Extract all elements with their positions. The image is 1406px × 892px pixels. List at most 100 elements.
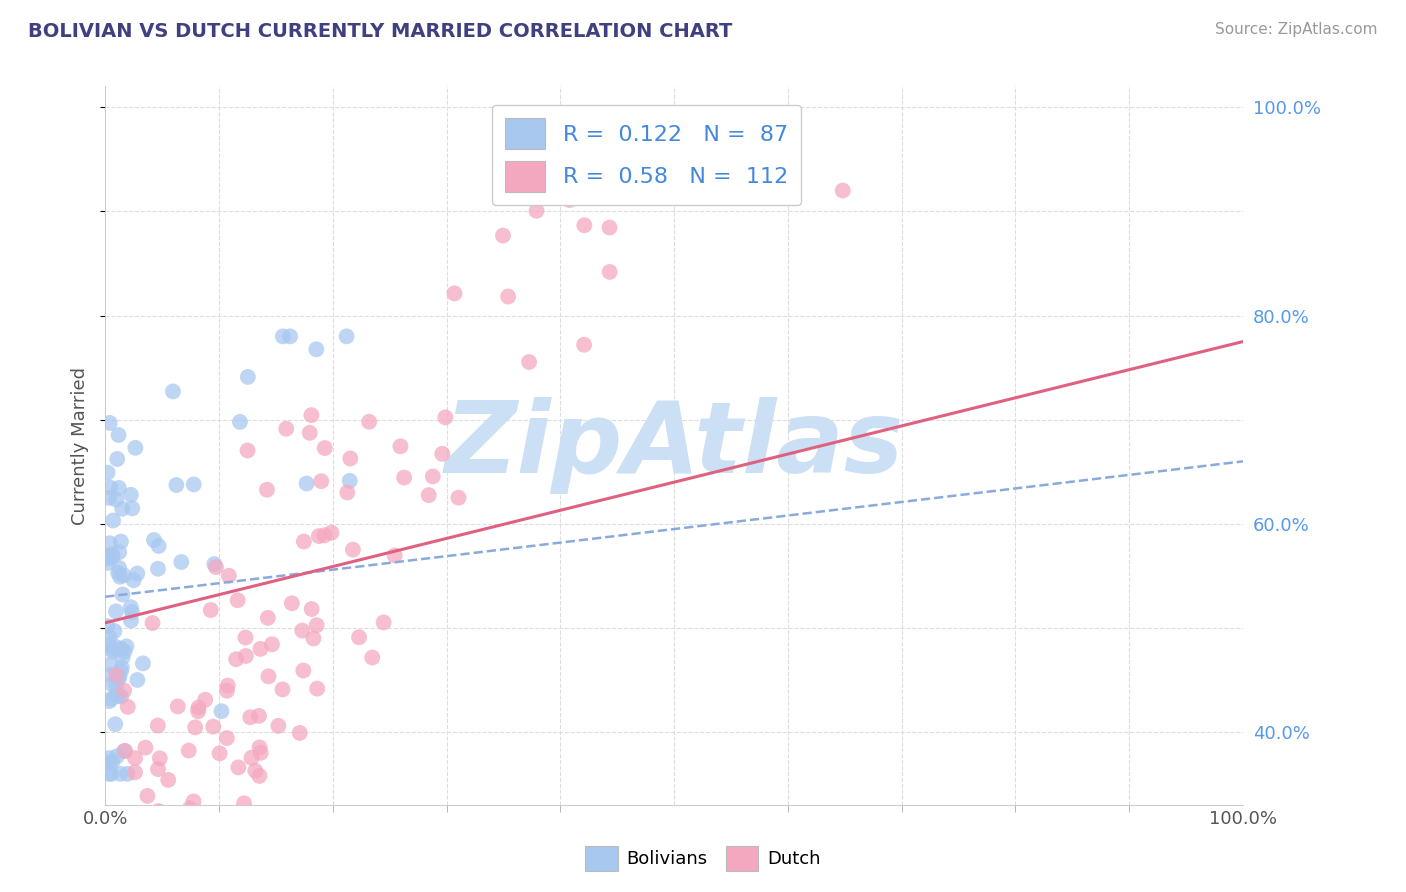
Point — [120, 600, 142, 615]
Legend: Bolivians, Dutch: Bolivians, Dutch — [578, 838, 828, 879]
Point — [247, 709, 270, 723]
Point — [101, 642, 124, 657]
Point — [314, 441, 336, 455]
Point — [447, 491, 470, 505]
Point — [299, 408, 322, 422]
Point — [339, 451, 361, 466]
Point — [107, 670, 129, 684]
Point — [114, 744, 136, 758]
Point — [308, 529, 330, 543]
Point — [302, 632, 325, 646]
Text: Source: ZipAtlas.com: Source: ZipAtlas.com — [1215, 22, 1378, 37]
Point — [112, 744, 135, 758]
Point — [239, 710, 262, 724]
Point — [202, 557, 225, 571]
Point — [517, 355, 540, 369]
Point — [148, 539, 170, 553]
Point — [526, 203, 548, 218]
Point — [235, 648, 257, 663]
Point — [108, 671, 131, 685]
Point — [104, 808, 127, 822]
Point — [110, 534, 132, 549]
Point — [240, 751, 263, 765]
Point — [98, 416, 121, 430]
Point — [108, 545, 131, 559]
Point — [100, 691, 122, 706]
Point — [432, 447, 454, 461]
Point — [418, 488, 440, 502]
Point — [215, 683, 238, 698]
Point — [97, 556, 120, 570]
Point — [288, 726, 311, 740]
Point — [112, 683, 135, 698]
Point — [359, 415, 381, 429]
Point — [225, 652, 247, 666]
Point — [100, 767, 122, 781]
Point — [121, 605, 143, 619]
Point — [179, 801, 201, 815]
Point — [101, 677, 124, 691]
Point — [121, 808, 143, 822]
Point — [146, 718, 169, 732]
Point — [105, 687, 128, 701]
Point — [572, 338, 595, 352]
Point — [187, 704, 209, 718]
Point — [496, 289, 519, 303]
Point — [134, 740, 156, 755]
Point — [105, 668, 128, 682]
Point — [226, 593, 249, 607]
Point — [336, 329, 359, 343]
Point — [278, 329, 301, 343]
Point — [120, 488, 142, 502]
Point — [157, 772, 180, 787]
Point — [122, 574, 145, 588]
Point — [389, 439, 412, 453]
Point — [117, 699, 139, 714]
Point — [166, 699, 188, 714]
Point — [183, 477, 205, 491]
Text: BOLIVIAN VS DUTCH CURRENTLY MARRIED CORRELATION CHART: BOLIVIAN VS DUTCH CURRENTLY MARRIED CORR… — [28, 22, 733, 41]
Point — [267, 719, 290, 733]
Point — [111, 650, 134, 665]
Point — [245, 764, 267, 778]
Point — [105, 677, 128, 691]
Point — [110, 665, 132, 679]
Point — [141, 615, 163, 630]
Point — [97, 767, 120, 781]
Point — [188, 808, 211, 822]
Point — [215, 808, 238, 822]
Point — [98, 751, 121, 765]
Point — [132, 657, 155, 671]
Point — [120, 614, 142, 628]
Point — [336, 485, 359, 500]
Point — [292, 534, 315, 549]
Point — [124, 441, 146, 455]
Point — [339, 474, 361, 488]
Point — [101, 514, 124, 528]
Point — [347, 630, 370, 644]
Point — [177, 743, 200, 757]
Point — [271, 682, 294, 697]
Point — [124, 765, 146, 780]
Point — [117, 767, 139, 781]
Point — [200, 603, 222, 617]
Point — [202, 720, 225, 734]
Point — [373, 615, 395, 630]
Point — [107, 689, 129, 703]
Point — [634, 184, 657, 198]
Point — [146, 562, 169, 576]
Point — [108, 767, 131, 781]
Point — [443, 286, 465, 301]
Point — [101, 644, 124, 658]
Point — [112, 568, 135, 582]
Point — [218, 568, 240, 582]
Point — [97, 466, 120, 480]
Point — [98, 694, 121, 708]
Point — [184, 720, 207, 734]
Point — [247, 769, 270, 783]
Point — [104, 640, 127, 654]
Point — [492, 228, 515, 243]
Point — [305, 618, 328, 632]
Point — [180, 808, 202, 822]
Point — [229, 415, 252, 429]
